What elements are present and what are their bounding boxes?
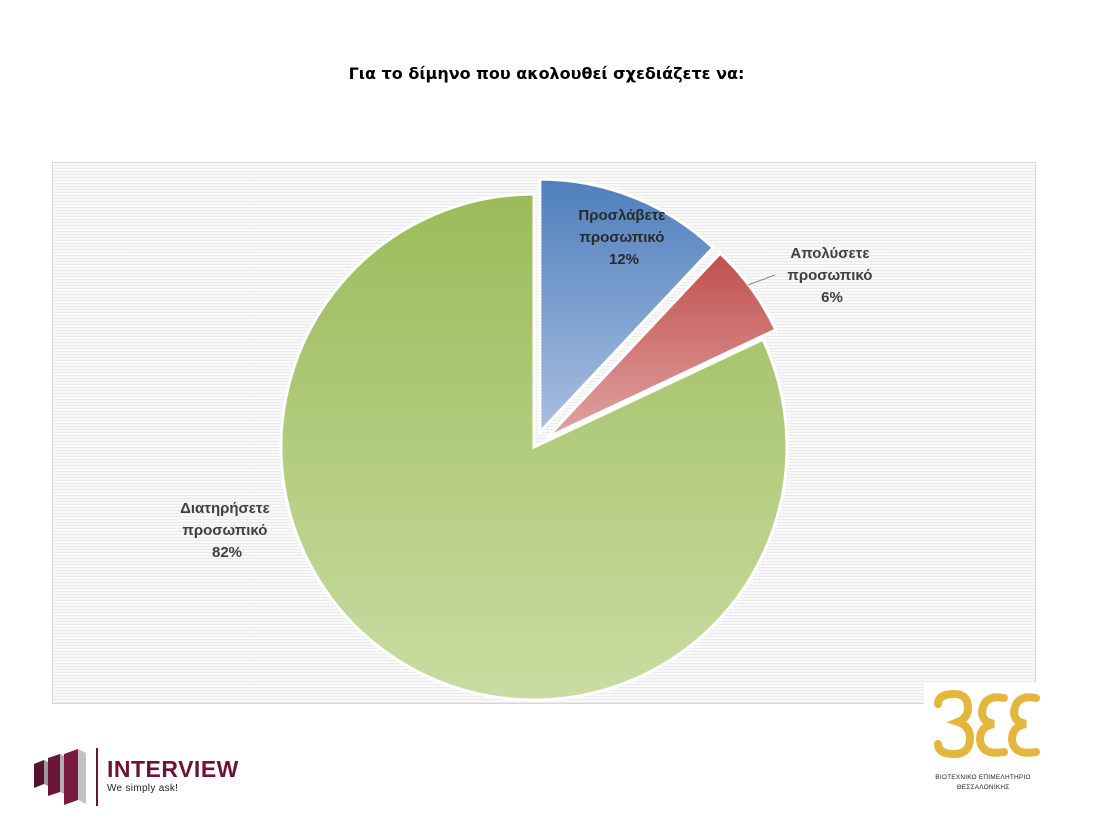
bee-mark-icon (934, 689, 1040, 759)
pie-slice (538, 177, 716, 436)
slice-pct-label: 6% (821, 289, 843, 306)
slice-pct-label: 12% (609, 251, 639, 268)
slice-label-line2: προσωπικό (787, 267, 872, 284)
interview-tagline: We simply ask! (107, 783, 179, 794)
slice-label-line2: προσωπικό (182, 522, 267, 539)
pie-slice (279, 192, 789, 702)
slice-label-line2: προσωπικό (579, 229, 664, 246)
building-bars-icon (34, 749, 86, 805)
bee-logo (924, 682, 1042, 794)
interview-logo (34, 748, 98, 806)
slice-label-line1: Διατηρήσετε (180, 500, 270, 517)
bee-name-line1: ΒΙΟΤΕΧΝΙΚΟ ΕΠΙΜΕΛΗΤΗΡΙΟ (935, 774, 1031, 781)
slice-pct-label: 82% (212, 544, 242, 561)
interview-brand-name: INTERVIEW (107, 756, 239, 782)
svg-text:Απολύσετε προσωπικό: Απολύσετε προσωπικό 6% (787, 245, 876, 306)
leader-line (747, 274, 776, 286)
svg-text:Διατηρήσετε προσωπικό: Διατηρήσετε προσωπικό 82% (180, 500, 274, 561)
bee-name-line2: ΘΕΣΣΑΛΟΝΙΚΗΣ (956, 784, 1010, 791)
slice-label-line1: Απολύσετε (790, 245, 869, 262)
pie-slice (545, 251, 778, 439)
slice-label-line1: Προσλάβετε (578, 207, 665, 224)
chart-title: Για το δίμηνο που ακολουθεί σχεδιάζετε ν… (348, 64, 745, 83)
svg-text:Προσλάβετε προσωπικό: Προσλάβετε προσωπικό 12% (578, 207, 669, 268)
